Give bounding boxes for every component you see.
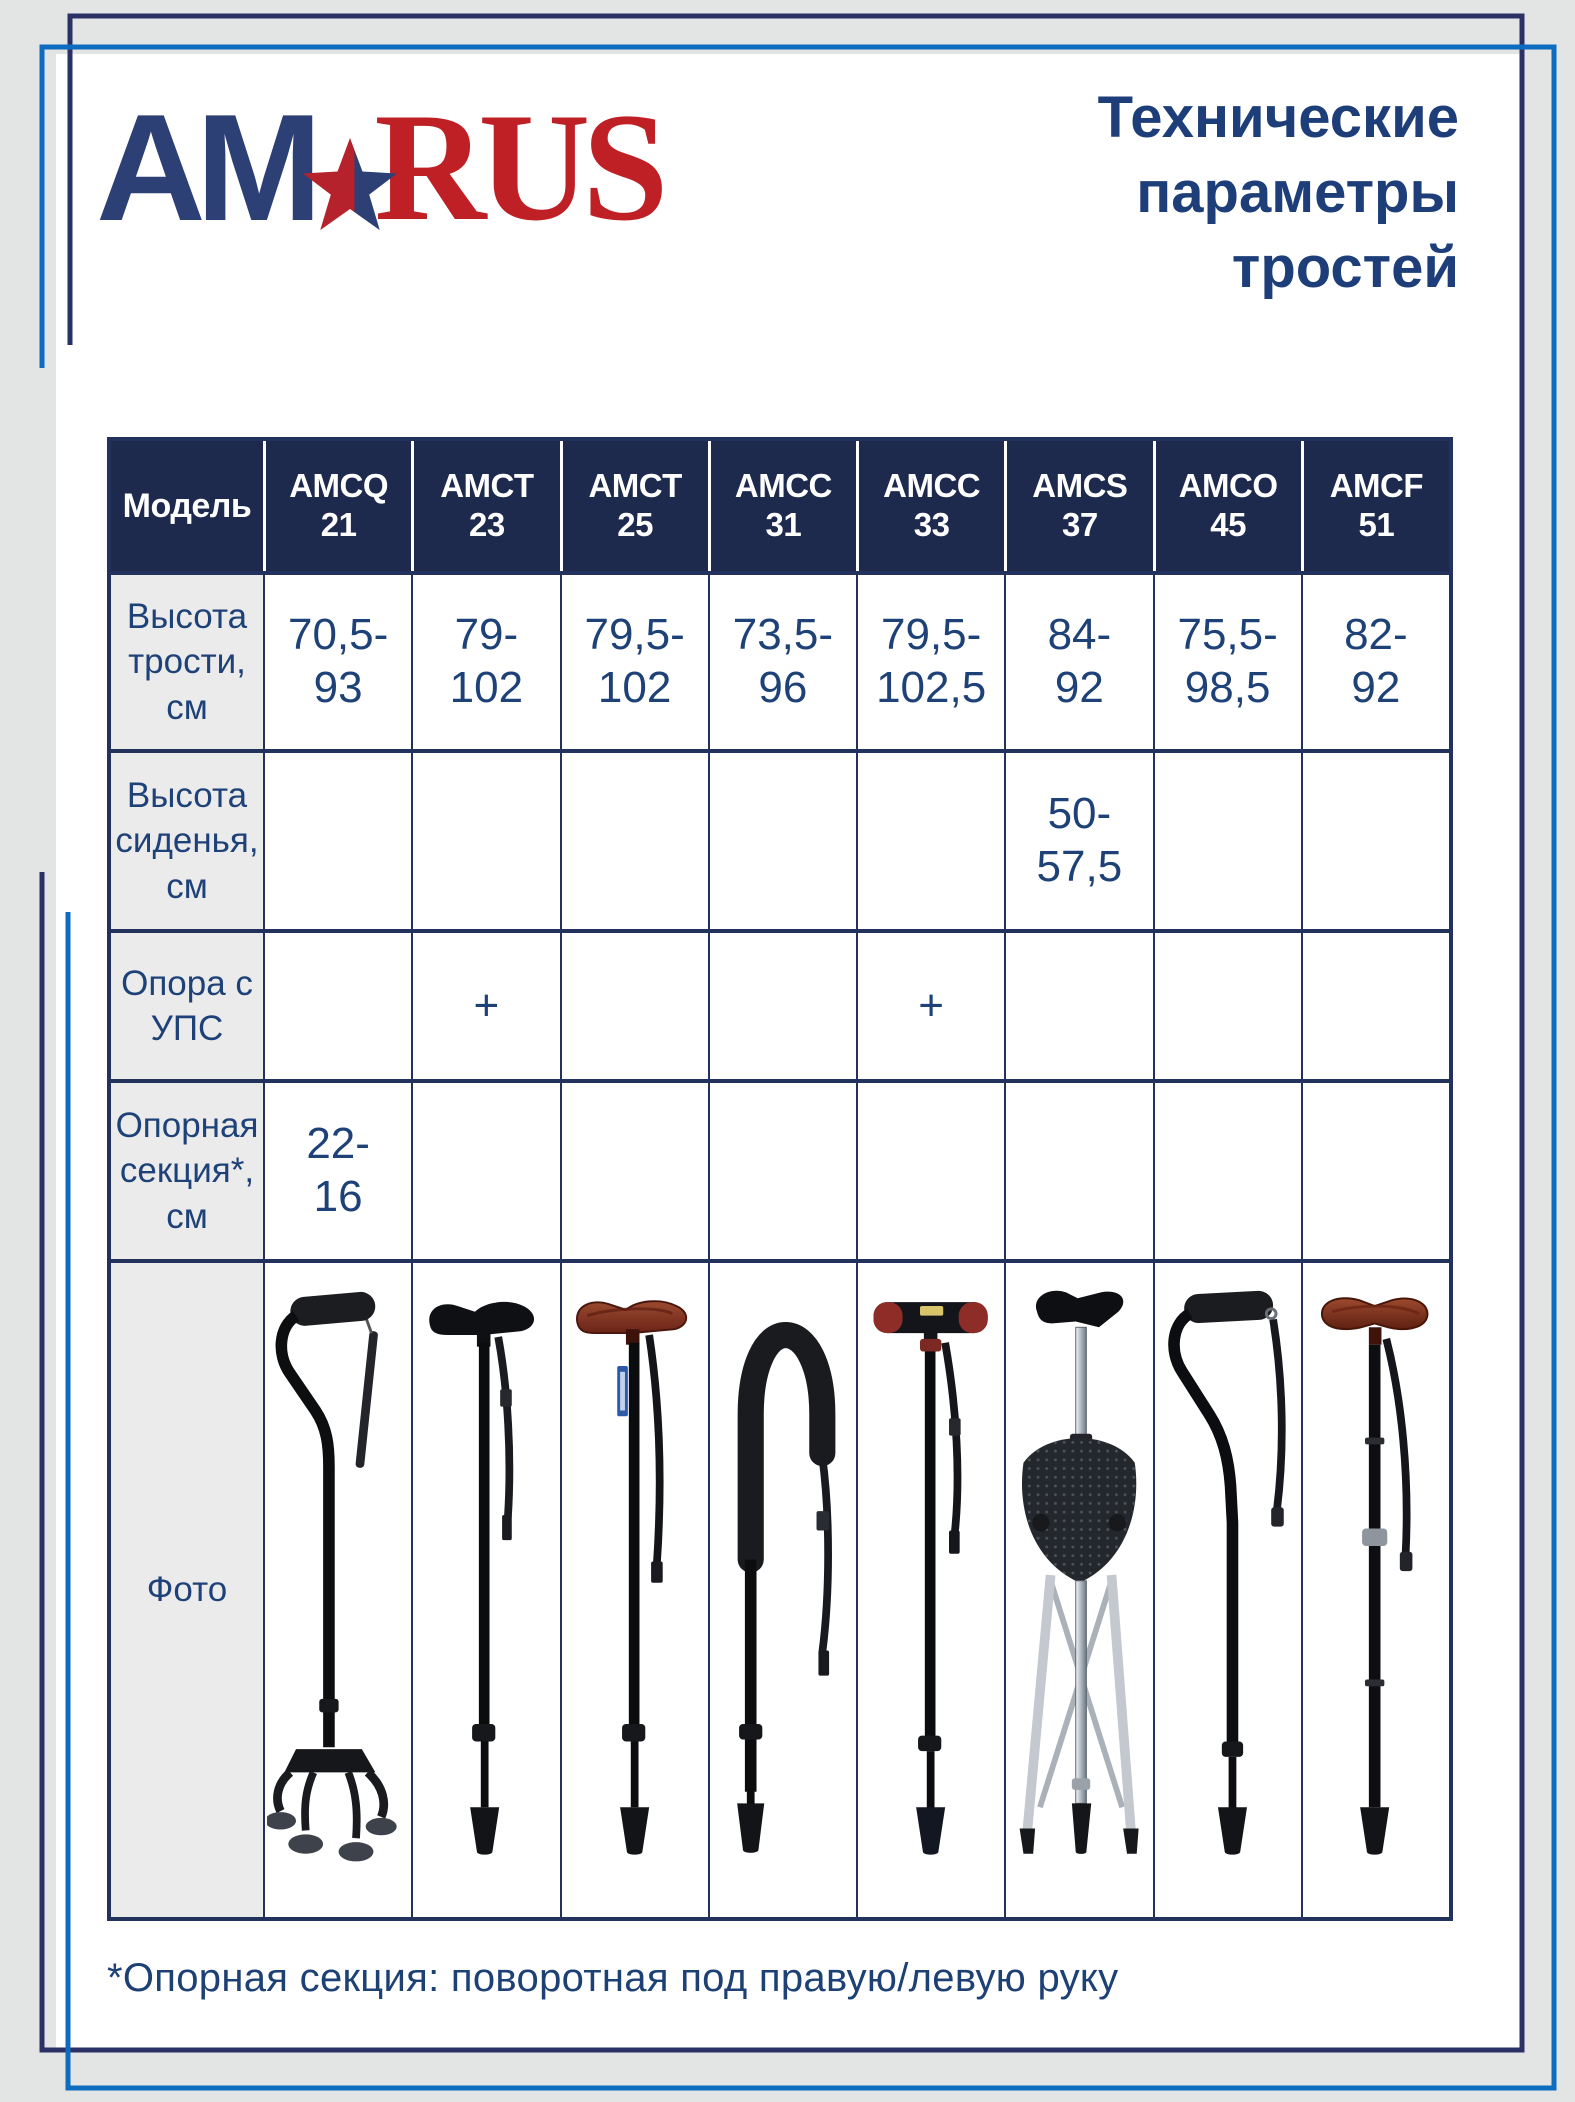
value-cell	[1300, 1079, 1449, 1259]
photo-cell-amct-23	[411, 1259, 560, 1917]
logo-star-icon	[303, 137, 398, 230]
value-cell	[1152, 1079, 1301, 1259]
value-cell	[1004, 1079, 1153, 1259]
value-cell: 50- 57,5	[1004, 749, 1153, 929]
value-cell	[263, 929, 412, 1079]
model-header-amcs-37: AMCS 37	[1004, 441, 1153, 571]
title-line-1: Технические	[1097, 85, 1459, 150]
photo-cell-amcs-37	[1004, 1259, 1153, 1917]
value-cell: 79,5- 102	[559, 571, 708, 749]
model-header-amcc-33: AMCC 33	[856, 441, 1005, 571]
row-label-cane-height: Высота трости, см	[111, 571, 263, 749]
title-line-3: тростей	[1231, 235, 1459, 300]
value-cell	[559, 749, 708, 929]
value-cell: 22- 16	[263, 1079, 412, 1259]
footnote: *Опорная секция: поворотная под правую/л…	[107, 1956, 1119, 2000]
value-cell: 75,5- 98,5	[1152, 571, 1301, 749]
photo-cell-amcf-51	[1300, 1259, 1449, 1917]
value-cell	[263, 749, 412, 929]
cane-photo-amcs-37-seat-cane	[1019, 1290, 1139, 1854]
value-cell	[1152, 749, 1301, 929]
value-cell: +	[856, 929, 1005, 1079]
value-cell	[707, 929, 856, 1079]
model-header-amcc-31: AMCC 31	[707, 441, 856, 571]
cane-photo-amct-23-t-handle	[429, 1301, 535, 1855]
logo-rus-text: RUS	[374, 81, 668, 253]
title-line-2: параметры	[1136, 160, 1459, 225]
photo-cell-amcc-31	[707, 1259, 856, 1917]
value-cell	[1004, 929, 1153, 1079]
content-card: AM RUS Технические параметры тростей Мод…	[56, 54, 1523, 2050]
row-label-support-section: Опорная секция*, см	[111, 1079, 263, 1259]
value-cell	[1300, 929, 1449, 1079]
value-cell: 84- 92	[1004, 571, 1153, 749]
value-cell	[1300, 749, 1449, 929]
model-header-amcq-21: AMCQ 21	[263, 441, 412, 571]
value-cell	[856, 1079, 1005, 1259]
cane-photo-amcf-51-folding-wood-handle	[1320, 1297, 1429, 1855]
model-header-cell: Модель	[111, 441, 263, 571]
model-header-amct-23: AMCT 23	[411, 441, 560, 571]
value-cell: 73,5- 96	[707, 571, 856, 749]
value-cell	[707, 749, 856, 929]
page-title: Технические параметры тростей	[1098, 80, 1459, 305]
row-label-ups-support: Опора с УПС	[111, 929, 263, 1079]
model-header-amcf-51: AMCF 51	[1300, 441, 1449, 571]
photo-cell-amco-45	[1152, 1259, 1301, 1917]
value-cell	[411, 749, 560, 929]
spec-table: Модель AMCQ 21 AMCT 23 AMCT 25 AMCC 31 A…	[107, 437, 1453, 1921]
cane-photo-amco-45-offset-handle	[1167, 1290, 1286, 1855]
model-header-amco-45: AMCO 45	[1152, 441, 1301, 571]
value-cell	[707, 1079, 856, 1259]
value-cell: 79- 102	[411, 571, 560, 749]
photo-cell-amct-25	[559, 1259, 708, 1917]
value-cell	[411, 1079, 560, 1259]
photo-cell-amcq-21	[263, 1259, 412, 1917]
value-cell	[1152, 929, 1301, 1079]
cane-photo-amcc-31-crook-handle	[736, 1321, 836, 1853]
value-cell	[559, 1079, 708, 1259]
value-cell: 79,5- 102,5	[856, 571, 1005, 749]
value-cell: +	[411, 929, 560, 1079]
model-header-amct-25: AMCT 25	[559, 441, 708, 571]
value-cell	[559, 929, 708, 1079]
photo-cell-amcc-33	[856, 1259, 1005, 1917]
cane-photo-amcc-33-ergonomic-t-handle	[873, 1302, 988, 1855]
cane-photo-amcq-21-quad-offset	[267, 1291, 397, 1862]
value-cell: 82- 92	[1300, 571, 1449, 749]
value-cell: 70,5- 93	[263, 571, 412, 749]
row-label-seat-height: Высота сиденья, см	[111, 749, 263, 929]
row-label-photo: Фото	[111, 1259, 263, 1917]
amrus-logo: AM RUS	[96, 80, 668, 255]
cane-photo-amct-25-wood-t-handle	[575, 1300, 687, 1855]
value-cell	[856, 749, 1005, 929]
logo-am-text: AM	[96, 82, 322, 253]
